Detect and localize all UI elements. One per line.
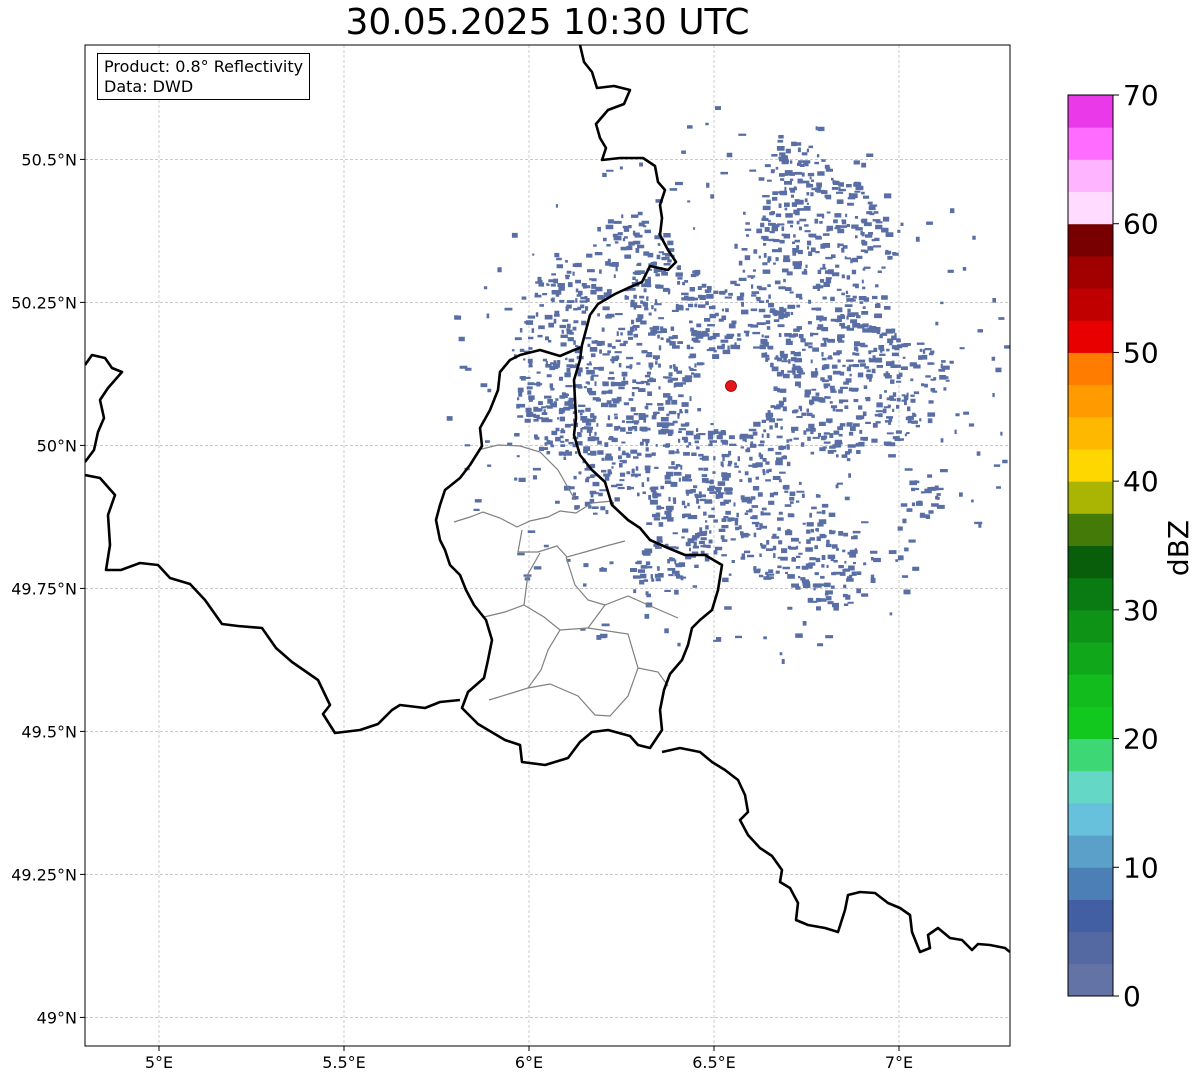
national-border: [661, 746, 1010, 954]
radar-echo-layer: [446, 106, 1010, 664]
graticule: [85, 45, 1010, 1046]
axis-ticks: 5°E 5.5°E 6°E 6.5°E 7°E 49°N 49.25°N 49.5°N 49.7…: [11, 150, 913, 1072]
colorbar-segment: [1068, 931, 1113, 965]
colorbar-tick-label: 70: [1123, 79, 1159, 112]
data-source-label: Data: DWD: [104, 77, 194, 96]
colorbar-segment: [1068, 899, 1113, 933]
colorbar-segment: [1068, 127, 1113, 160]
colorbar-segment: [1068, 159, 1113, 193]
colorbar-segment: [1068, 642, 1113, 675]
colorbar-tick-label: 20: [1123, 723, 1159, 756]
colorbar-tick-label: 10: [1123, 851, 1159, 884]
product-info-box: Product: 0.8° Reflectivity Data: DWD: [97, 53, 311, 100]
colorbar-tick-label: 60: [1123, 208, 1159, 241]
lon-tick-label: 7°E: [885, 1053, 913, 1072]
colorbar-segment: [1068, 95, 1113, 128]
national-border: [434, 45, 724, 767]
lat-tick-label: 49.75°N: [11, 579, 77, 598]
lon-tick-label: 5°E: [145, 1053, 173, 1072]
colorbar-segment: [1068, 802, 1113, 836]
district-boundary: [565, 556, 606, 606]
colorbar-segment: [1068, 770, 1113, 804]
colorbar-segment: [1068, 738, 1113, 772]
colorbar-segment: [1068, 384, 1113, 418]
colorbar-segment: [1068, 674, 1113, 707]
colorbar-segment: [1068, 320, 1113, 353]
colorbar-tick-label: 40: [1123, 465, 1159, 498]
colorbar-frame: [1067, 94, 1114, 997]
colorbar-tick-label: 50: [1123, 336, 1159, 369]
colorbar-segment: [1068, 577, 1113, 611]
lon-tick-label: 6.5°E: [692, 1053, 736, 1072]
colorbar-segment: [1068, 513, 1113, 546]
map-frame: [84, 44, 1011, 1047]
colorbar-tick-label: 0: [1123, 980, 1141, 1013]
product-label: Product: 0.8° Reflectivity: [104, 57, 304, 76]
map-title: 30.05.2025 10:30 UTC: [345, 2, 750, 43]
national-border: [85, 473, 461, 735]
colorbar: 0 10 20 30 40 50 60 70 dBZ: [1067, 79, 1195, 1013]
lat-tick-label: 50.25°N: [11, 293, 77, 312]
colorbar-segment: [1068, 545, 1113, 579]
lon-tick-label: 6°E: [515, 1053, 543, 1072]
district-boundary: [453, 500, 614, 528]
lat-tick-label: 49.25°N: [11, 865, 77, 884]
colorbar-segment: [1068, 706, 1113, 740]
district-boundary: [477, 444, 576, 501]
boundary-layer: [85, 45, 1010, 954]
radar-site-marker: [725, 380, 737, 392]
colorbar-segment: [1068, 191, 1113, 225]
colorbar-segment: [1068, 288, 1113, 321]
reflectivity-echoes: [446, 106, 1010, 664]
lat-tick-label: 49.5°N: [21, 722, 77, 741]
national-border: [85, 353, 124, 463]
colorbar-segment: [1068, 609, 1113, 643]
colorbar-segment: [1068, 448, 1113, 482]
lat-tick-label: 49°N: [37, 1008, 77, 1027]
colorbar-segment: [1068, 835, 1113, 868]
lat-tick-label: 50°N: [37, 436, 77, 455]
colorbar-label: dBZ: [1162, 520, 1195, 576]
colorbar-segment: [1068, 223, 1113, 257]
district-boundary: [527, 667, 639, 717]
colorbar-segment: [1068, 416, 1113, 450]
colorbar-segment: [1068, 255, 1113, 289]
district-boundary: [517, 529, 626, 558]
colorbar-segment: [1068, 481, 1113, 514]
district-boundary: [488, 629, 561, 701]
lon-tick-label: 5.5°E: [322, 1053, 366, 1072]
district-boundary: [523, 595, 679, 631]
colorbar-segment: [1068, 963, 1113, 997]
colorbar-segment: [1068, 352, 1113, 386]
lat-tick-label: 50.5°N: [21, 150, 77, 169]
district-boundary: [483, 552, 541, 618]
colorbar-tick-label: 30: [1123, 594, 1159, 627]
colorbar-segment: [1068, 867, 1113, 900]
